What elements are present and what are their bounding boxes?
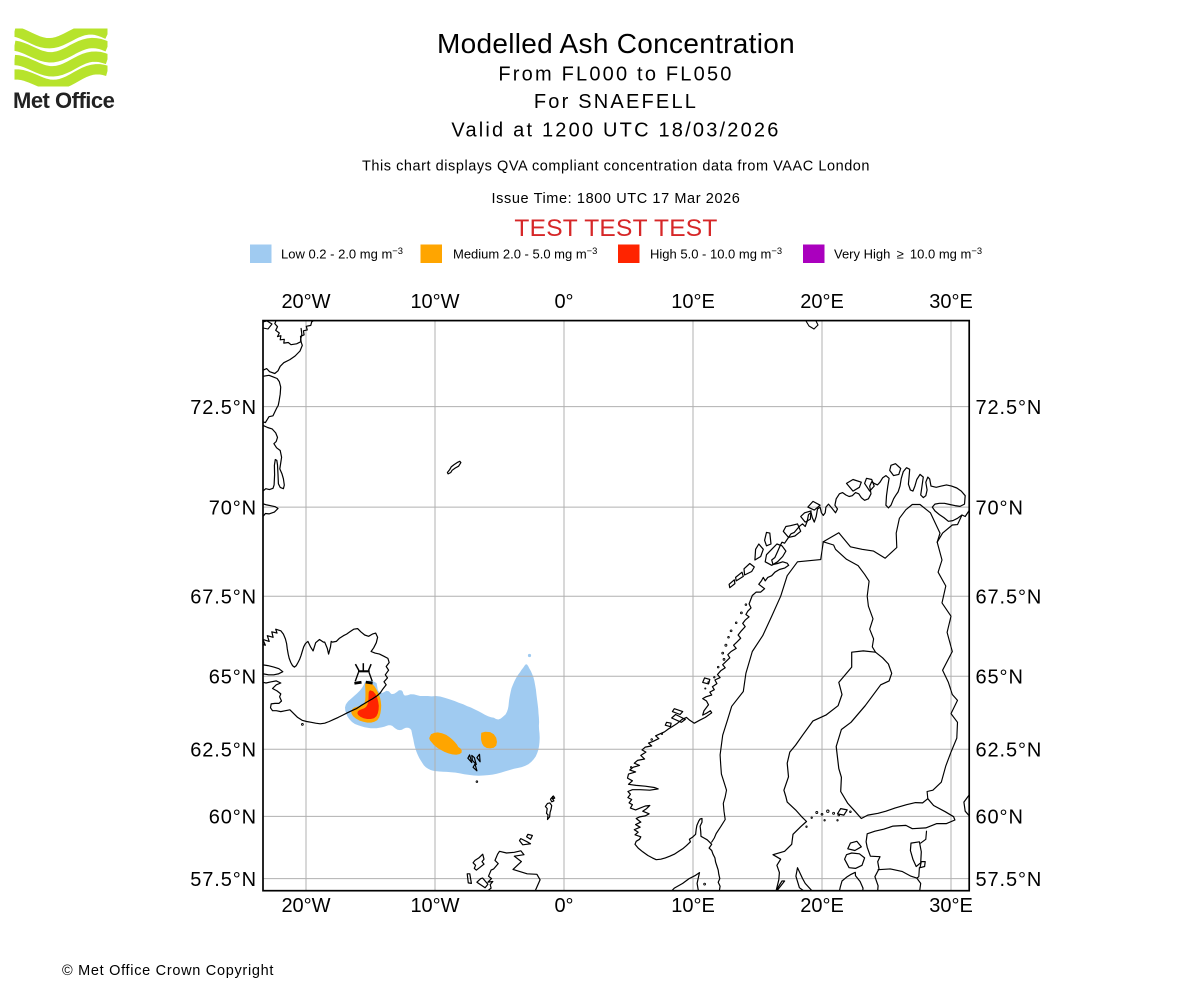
svg-text:0°: 0° [554, 895, 573, 917]
svg-text:Modelled Ash Concentration: Modelled Ash Concentration [437, 28, 795, 59]
svg-text:30°E: 30°E [929, 895, 973, 917]
svg-text:Medium 2.0 - 5.0 mg m−3: Medium 2.0 - 5.0 mg m−3 [453, 245, 597, 262]
svg-text:62.5°N: 62.5°N [976, 740, 1043, 762]
svg-text:For SNAEFELL: For SNAEFELL [534, 91, 698, 113]
svg-text:67.5°N: 67.5°N [976, 586, 1043, 608]
svg-text:0°: 0° [554, 291, 573, 313]
svg-text:10°E: 10°E [671, 895, 715, 917]
svg-text:65°N: 65°N [976, 667, 1024, 689]
svg-text:62.5°N: 62.5°N [190, 740, 257, 762]
svg-text:From FL000 to FL050: From FL000 to FL050 [498, 64, 733, 86]
svg-text:60°N: 60°N [209, 807, 257, 829]
svg-text:This chart displays QVA compli: This chart displays QVA compliant concen… [362, 159, 870, 175]
svg-text:30°E: 30°E [929, 291, 973, 313]
svg-text:10°W: 10°W [410, 291, 459, 313]
svg-text:High 5.0 - 10.0 mg m−3: High 5.0 - 10.0 mg m−3 [650, 245, 782, 262]
svg-text:Met Office: Met Office [13, 88, 115, 113]
svg-text:Low 0.2 - 2.0 mg m−3: Low 0.2 - 2.0 mg m−3 [281, 245, 403, 262]
svg-text:Valid at 1200 UTC 18/03/2026: Valid at 1200 UTC 18/03/2026 [451, 120, 780, 142]
svg-text:Issue Time: 1800 UTC 17 Mar 20: Issue Time: 1800 UTC 17 Mar 2026 [492, 191, 741, 207]
svg-text:20°E: 20°E [800, 895, 844, 917]
svg-text:10°E: 10°E [671, 291, 715, 313]
svg-text:57.5°N: 57.5°N [190, 869, 257, 891]
svg-text:TEST TEST TEST: TEST TEST TEST [514, 215, 717, 242]
svg-text:65°N: 65°N [209, 667, 257, 689]
svg-text:57.5°N: 57.5°N [976, 869, 1043, 891]
svg-text:20°W: 20°W [281, 895, 330, 917]
svg-text:72.5°N: 72.5°N [190, 397, 257, 419]
svg-text:67.5°N: 67.5°N [190, 586, 257, 608]
svg-text:72.5°N: 72.5°N [976, 397, 1043, 419]
svg-text:© Met Office Crown Copyright: © Met Office Crown Copyright [62, 963, 274, 979]
svg-text:20°E: 20°E [800, 291, 844, 313]
svg-text:10°W: 10°W [410, 895, 459, 917]
svg-text:60°N: 60°N [976, 807, 1024, 829]
svg-text:70°N: 70°N [976, 497, 1024, 519]
svg-text:20°W: 20°W [281, 291, 330, 313]
svg-text:Very High ≥ 10.0 mg m−3: Very High ≥ 10.0 mg m−3 [834, 245, 982, 262]
svg-text:70°N: 70°N [209, 497, 257, 519]
